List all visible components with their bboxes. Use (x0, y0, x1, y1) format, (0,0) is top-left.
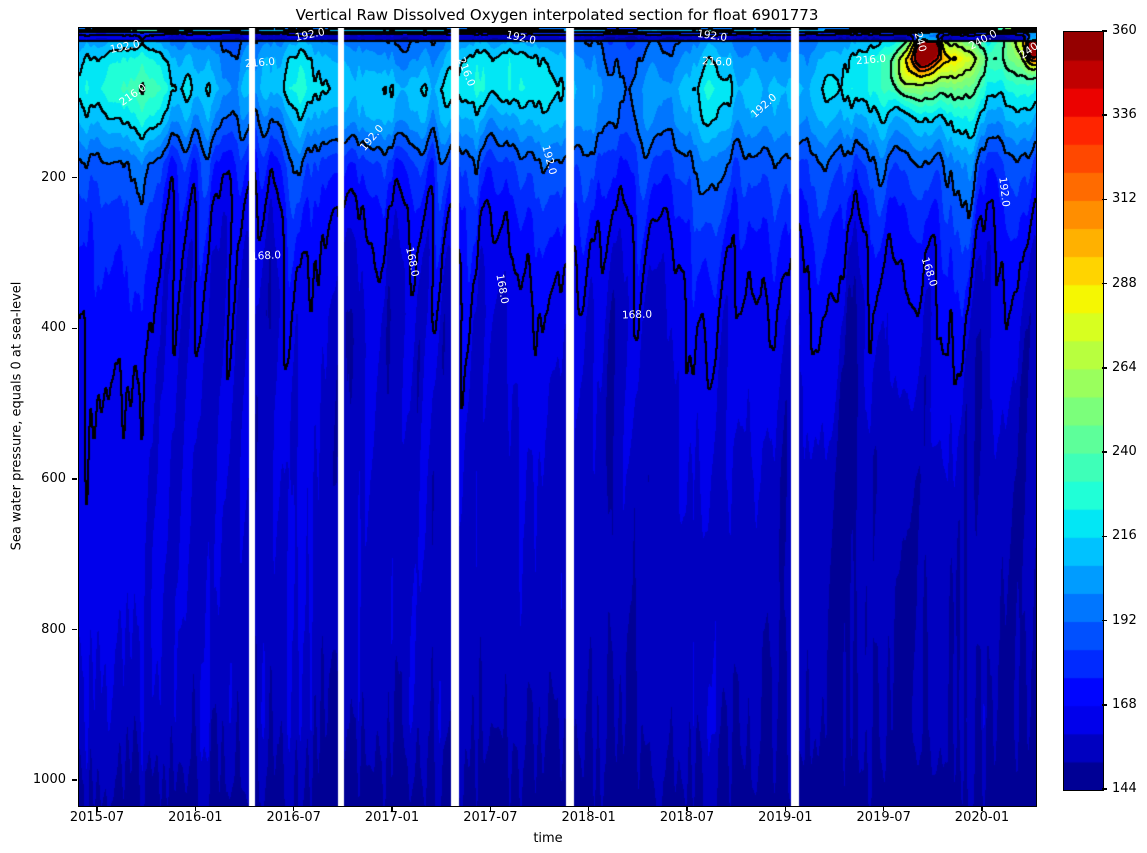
x-tick-label: 2019-07 (856, 810, 911, 825)
x-tick-mark (292, 806, 295, 811)
y-tick-label: 1000 (32, 772, 66, 788)
x-tick-label: 2020-01 (954, 810, 1010, 825)
colorbar (1063, 31, 1104, 791)
colorbar-tick-label: 360 (1112, 23, 1137, 38)
x-tick-label: 2018-07 (659, 810, 715, 825)
colorbar-tick-mark (1102, 114, 1107, 116)
y-tick-label: 400 (41, 320, 66, 336)
colorbar-canvas (1064, 32, 1103, 790)
colorbar-tick-label: 192 (1112, 612, 1137, 628)
colorbar-tick-label: 288 (1112, 275, 1137, 291)
y-tick-mark (72, 628, 77, 631)
x-tick-label: 2017-07 (463, 810, 518, 825)
y-tick-label: 600 (41, 470, 66, 486)
x-tick-mark (686, 806, 688, 811)
colorbar-tick-label: 264 (1112, 359, 1137, 375)
colorbar-tick-label: 336 (1112, 107, 1137, 123)
x-tick-label: 2018-01 (561, 810, 616, 825)
colorbar-tick-label: 312 (1112, 191, 1137, 207)
plot-area (78, 27, 1037, 807)
x-tick-mark (194, 806, 197, 811)
contour-plot-canvas (79, 28, 1036, 806)
x-tick-label: 2016-07 (266, 810, 321, 825)
colorbar-tick-label: 240 (1112, 444, 1137, 460)
colorbar-tick-label: 168 (1112, 696, 1137, 712)
x-tick-mark (489, 806, 492, 811)
colorbar-tick-label: 216 (1112, 528, 1137, 544)
colorbar-tick-mark (1102, 198, 1107, 201)
x-tick-label: 2015-07 (69, 810, 125, 825)
x-tick-mark (391, 806, 393, 811)
colorbar-tick-mark (1102, 788, 1107, 790)
y-tick-label: 800 (41, 621, 66, 637)
colorbar-tick-mark (1102, 704, 1107, 706)
x-tick-label: 2019-01 (758, 810, 813, 825)
x-tick-mark (784, 806, 787, 811)
y-tick-mark (72, 779, 77, 781)
colorbar-tick-mark (1102, 282, 1107, 285)
x-tick-mark (882, 806, 885, 811)
colorbar-tick-mark (1102, 535, 1107, 538)
x-tick-mark (587, 806, 590, 811)
y-tick-label: 200 (41, 169, 66, 185)
y-tick-mark (72, 327, 77, 329)
y-tick-mark (72, 478, 77, 480)
colorbar-tick-mark (1102, 367, 1107, 369)
colorbar-tick-mark (1102, 30, 1107, 32)
x-tick-mark (981, 806, 983, 811)
colorbar-tick-label: 144 (1112, 781, 1137, 796)
colorbar-tick-mark (1102, 619, 1107, 622)
y-tick-mark (72, 176, 77, 179)
chart-title: Vertical Raw Dissolved Oxygen interpolat… (295, 6, 819, 24)
x-tick-label: 2016-01 (168, 810, 223, 825)
x-tick-mark (96, 806, 98, 811)
x-tick-label: 2017-01 (364, 810, 420, 825)
colorbar-tick-mark (1102, 451, 1107, 453)
x-axis-label: time (533, 831, 563, 846)
